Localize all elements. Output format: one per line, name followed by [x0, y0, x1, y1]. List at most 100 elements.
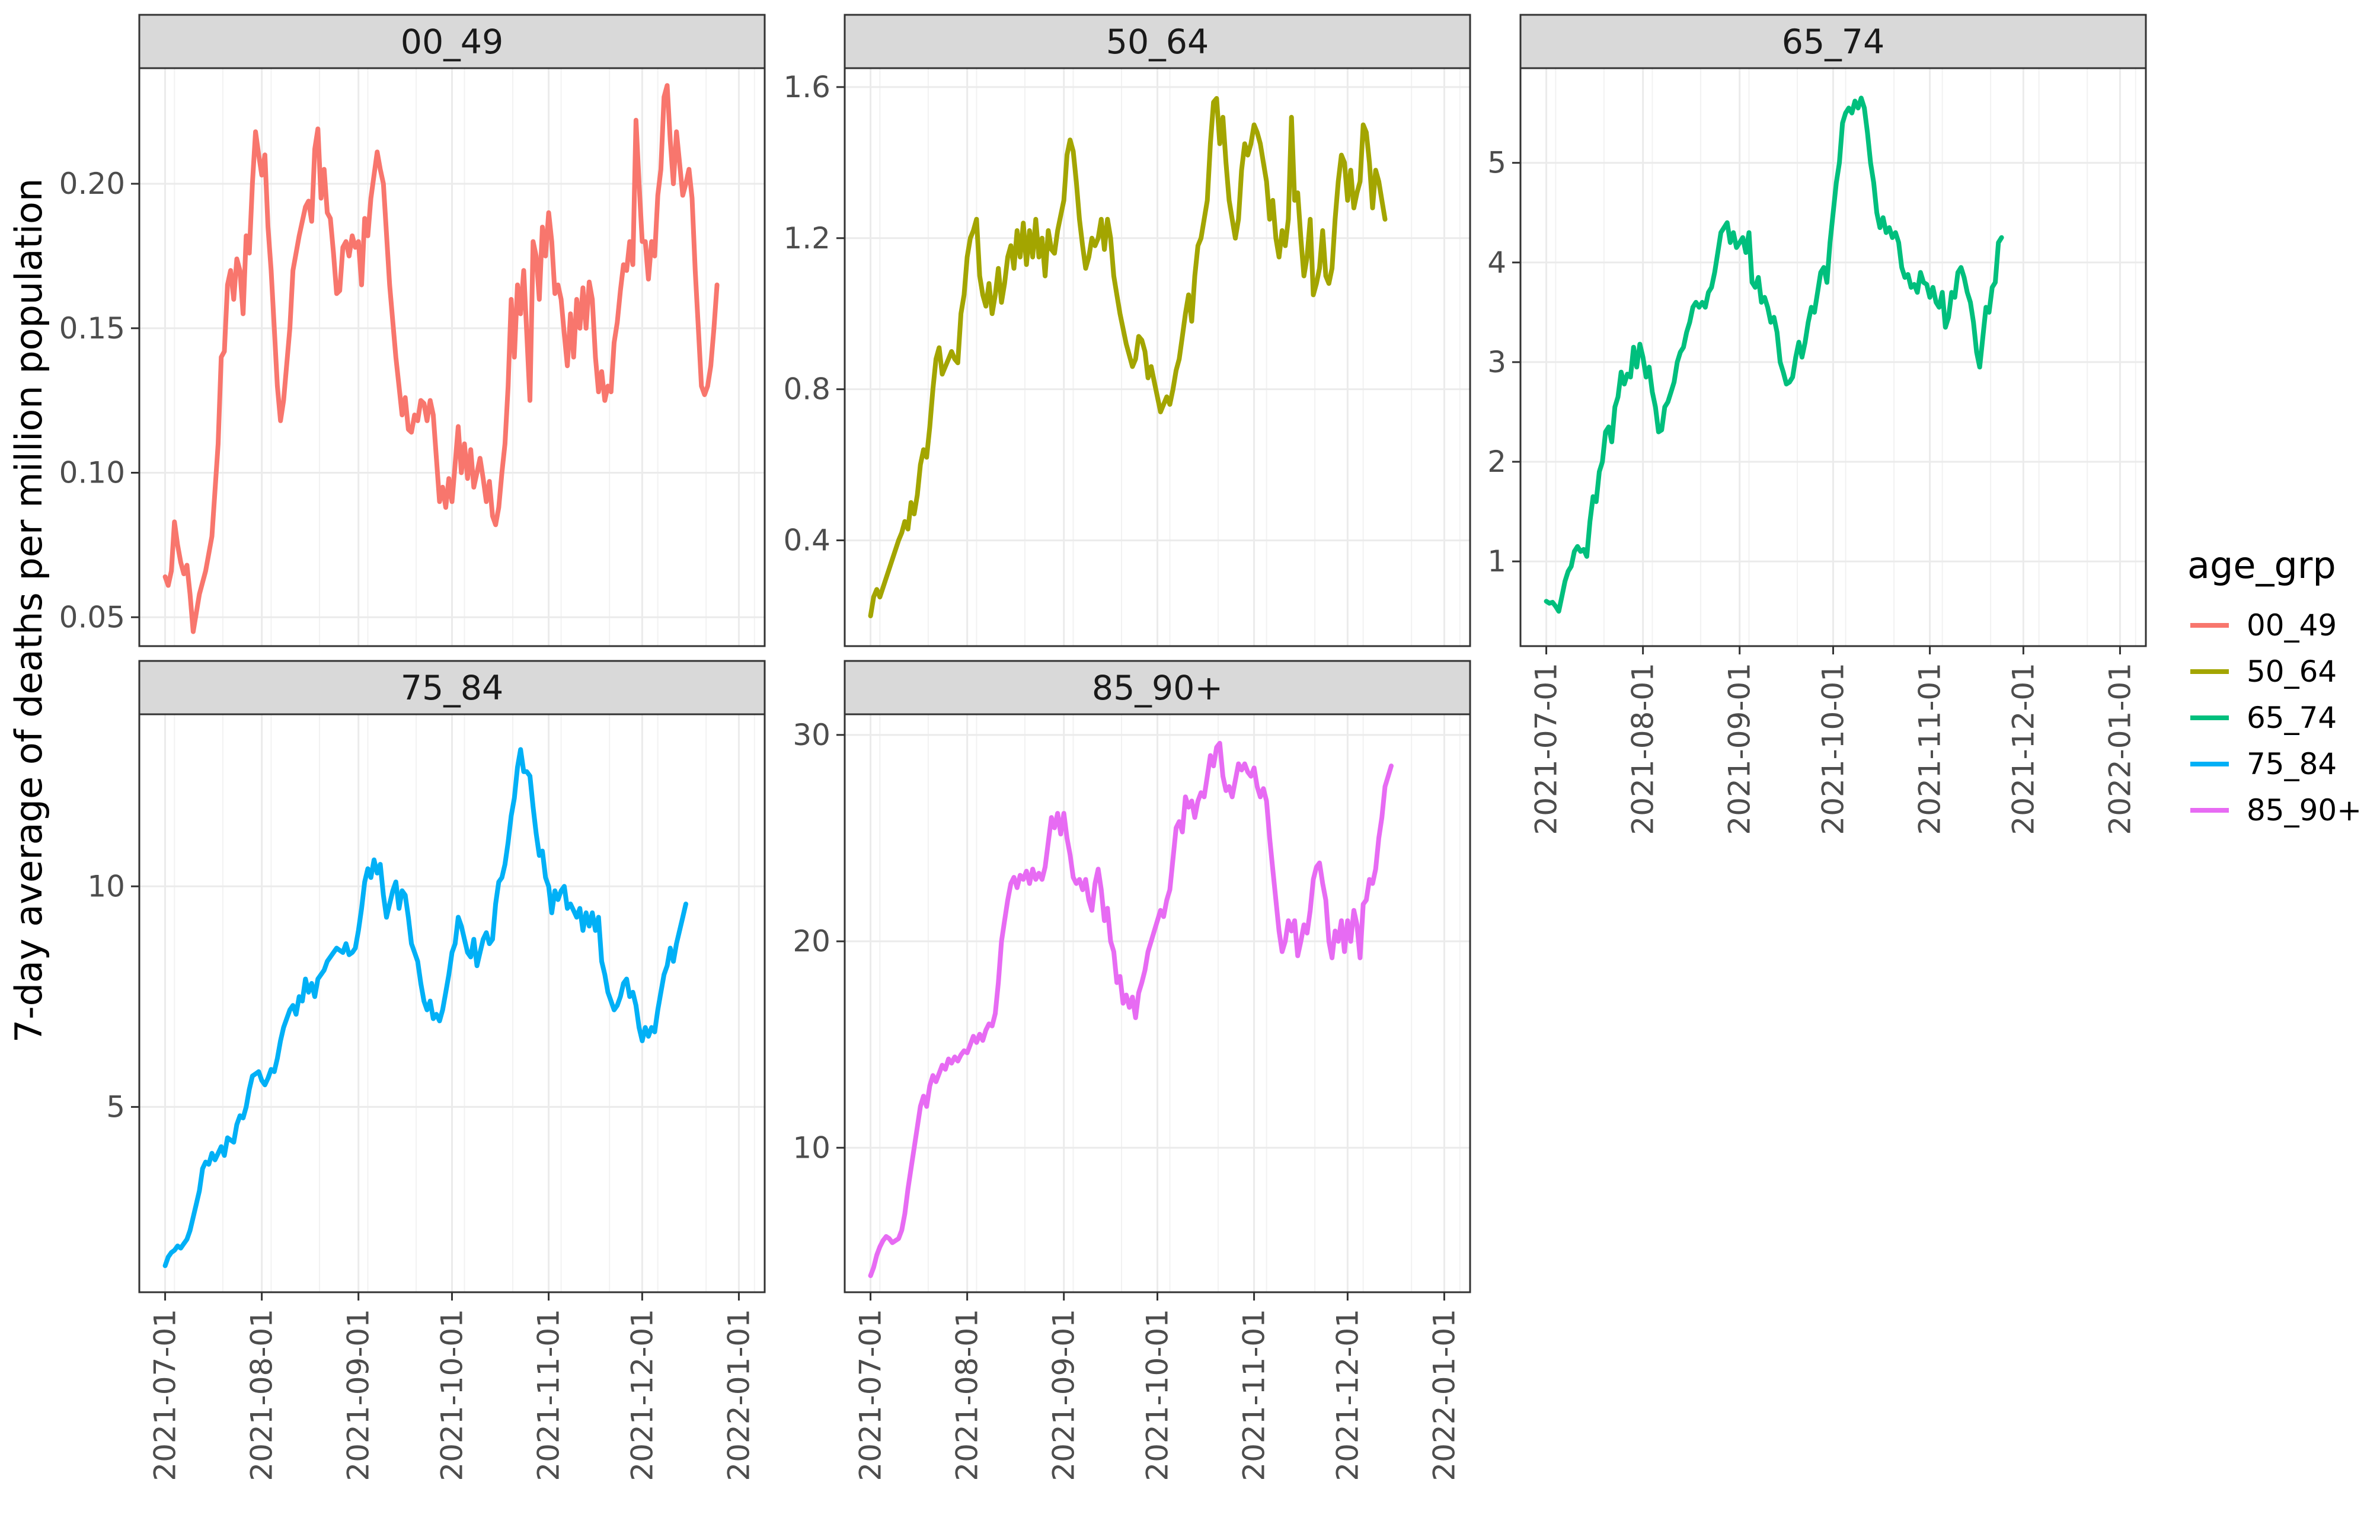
data-point — [1004, 283, 1005, 284]
data-point — [1892, 237, 1893, 238]
data-point — [641, 1040, 643, 1041]
x-tick-label: 2021-11-01 — [532, 1309, 566, 1481]
data-point — [386, 916, 387, 918]
data-point — [370, 877, 372, 878]
y-tick-label: 0.10 — [59, 456, 125, 490]
data-point — [620, 290, 621, 291]
data-point — [623, 983, 624, 984]
data-point — [1920, 272, 1921, 273]
data-point — [239, 270, 241, 271]
data-point — [1063, 813, 1065, 814]
data-point — [679, 930, 680, 931]
data-point — [1708, 292, 1709, 293]
data-point — [1913, 284, 1915, 285]
data-point — [354, 247, 356, 248]
data-point — [504, 443, 506, 445]
data-point — [1132, 996, 1133, 998]
x-tick-label: 2021-12-01 — [1330, 1309, 1365, 1481]
x-tick-label: 2021-11-01 — [1237, 1309, 1272, 1481]
data-point — [392, 890, 394, 892]
data-point — [1160, 411, 1161, 413]
data-point — [1331, 268, 1333, 269]
data-point — [370, 197, 372, 199]
data-point — [1998, 242, 1999, 243]
data-point — [1110, 941, 1111, 942]
data-point — [641, 241, 643, 242]
data-point — [420, 400, 421, 401]
x-tick-label: 2021-08-01 — [1626, 663, 1660, 835]
data-point — [308, 200, 309, 202]
data-point — [951, 351, 952, 352]
data-point — [551, 241, 552, 242]
data-point — [1138, 336, 1139, 337]
data-point — [380, 169, 381, 170]
data-point — [1020, 875, 1021, 876]
data-point — [573, 910, 574, 911]
data-point — [1151, 941, 1152, 942]
panel-border — [844, 67, 1471, 647]
data-point — [283, 1027, 284, 1028]
data-point — [467, 952, 468, 953]
data-point — [935, 1081, 937, 1082]
data-point — [523, 771, 524, 772]
data-point — [1369, 162, 1370, 163]
data-point — [638, 1027, 640, 1028]
data-point — [892, 1242, 893, 1243]
facet-strip-label: 75_84 — [401, 669, 504, 708]
data-point — [1235, 779, 1236, 781]
data-point — [1060, 215, 1061, 216]
data-point — [1935, 302, 1937, 303]
data-point — [280, 1040, 281, 1041]
data-point — [1372, 883, 1373, 884]
data-point — [1649, 366, 1650, 368]
data-point — [411, 432, 412, 433]
y-tick-label: 10 — [793, 1130, 830, 1165]
data-point — [199, 1190, 200, 1191]
legend-label: 65_74 — [2247, 701, 2337, 735]
data-point — [261, 1080, 263, 1081]
data-point — [898, 1238, 899, 1239]
x-tick-label: 2021-08-01 — [950, 1309, 985, 1481]
data-point — [218, 1153, 219, 1154]
data-point — [420, 983, 421, 984]
data-point — [548, 212, 550, 213]
data-point — [895, 1240, 896, 1241]
data-point — [267, 1078, 269, 1079]
data-point — [576, 916, 577, 918]
data-point — [576, 299, 577, 300]
panel-85_90+: 85_90+ 10 20 30 2021-07-01 2021-08-01 2021-09-… — [793, 660, 1471, 1481]
data-point — [467, 478, 468, 479]
data-point — [1817, 292, 1818, 293]
data-point — [1627, 373, 1628, 375]
facet-strip-label: 50_64 — [1106, 23, 1209, 62]
y-tick-label: 30 — [793, 718, 830, 752]
data-point — [1758, 277, 1759, 278]
data-point — [1714, 272, 1715, 273]
data-point — [1347, 200, 1348, 201]
data-point — [442, 1009, 443, 1011]
legend-label: 85_90+ — [2247, 793, 2362, 827]
series-line-85_90+ — [868, 740, 1394, 1279]
data-point — [657, 195, 659, 196]
data-point — [529, 400, 531, 401]
data-point — [1285, 941, 1286, 942]
data-point — [1764, 297, 1765, 298]
data-point — [1695, 302, 1697, 303]
data-point — [221, 1146, 222, 1147]
x-tick-label: 2022-01-01 — [2103, 663, 2137, 835]
data-point — [1995, 282, 1996, 283]
data-point — [255, 1073, 256, 1075]
data-point — [657, 1009, 659, 1011]
data-point — [1826, 282, 1828, 283]
data-point — [592, 299, 593, 300]
data-point — [1051, 817, 1052, 818]
data-point — [942, 1065, 943, 1066]
data-point — [358, 241, 359, 242]
data-point — [199, 593, 200, 595]
data-point — [1313, 879, 1314, 880]
legend-title: age_grp — [2187, 544, 2336, 587]
data-point — [1970, 302, 1971, 303]
data-point — [180, 562, 181, 563]
series-line-00_49 — [162, 83, 720, 634]
data-point — [598, 916, 599, 918]
